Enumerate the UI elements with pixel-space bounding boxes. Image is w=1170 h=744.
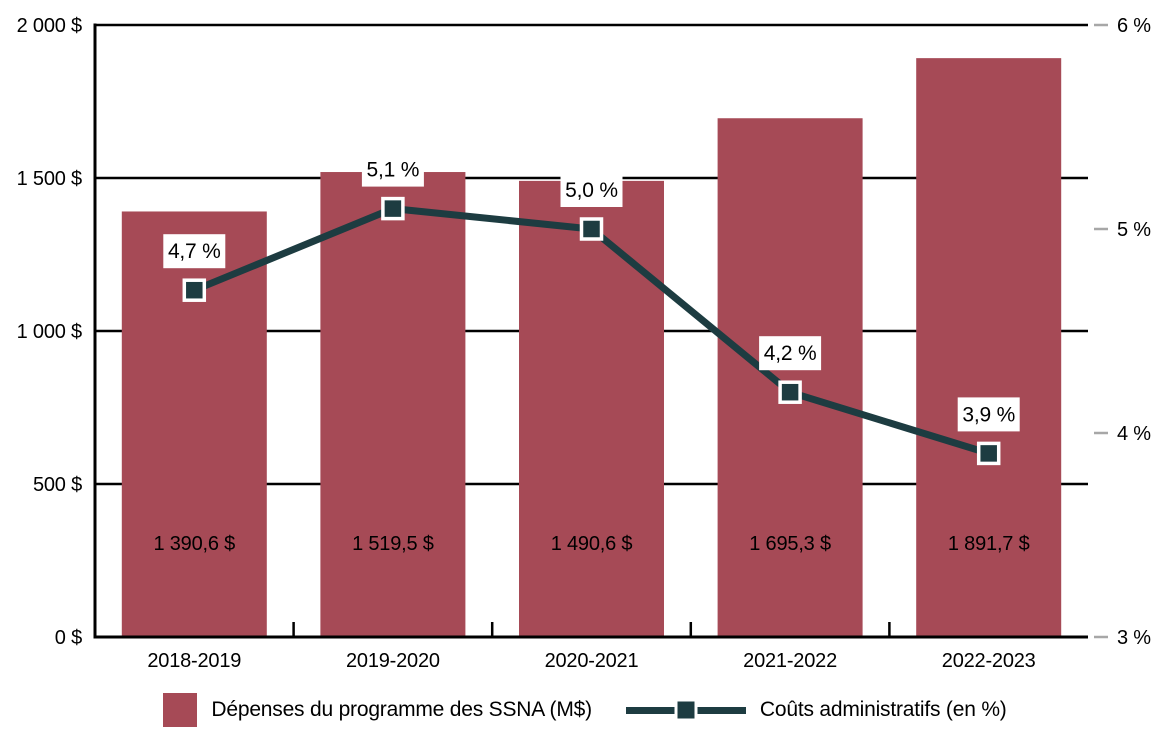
left-axis-tick-label: 2 000 $ xyxy=(17,15,82,37)
bar-value-label: 1 695,3 $ xyxy=(749,533,831,555)
pct-label-box xyxy=(759,336,822,371)
bar-2019-2020 xyxy=(320,172,466,637)
legend-item-bars: Dépenses du programme des SSNA (M$) xyxy=(163,693,592,727)
bar-value-label: 1 390,6 $ xyxy=(153,533,235,555)
x-axis-category-label: 2022-2023 xyxy=(942,650,1036,672)
left-axis-tick-label: 1 500 $ xyxy=(17,168,82,190)
x-axis-category-label: 2018-2019 xyxy=(147,650,241,672)
pct-label: 5,0 % xyxy=(565,179,618,202)
bar-2022-2023 xyxy=(916,58,1062,638)
pct-label-box xyxy=(957,397,1020,432)
x-axis-category-label: 2021-2022 xyxy=(743,650,837,672)
line-marker-icon xyxy=(579,217,604,241)
bar-value-label: 1 519,5 $ xyxy=(352,533,434,555)
legend-line-sample-icon xyxy=(625,698,746,722)
bar-2021-2022 xyxy=(717,118,863,637)
pct-label-box xyxy=(560,173,623,207)
pct-label: 3,9 % xyxy=(962,403,1015,426)
bar-value-label: 1 490,6 $ xyxy=(551,533,633,555)
left-axis-tick-label: 1 000 $ xyxy=(17,321,82,343)
pct-label-box xyxy=(361,152,424,187)
line-marker-icon xyxy=(182,278,207,302)
line-marker-icon xyxy=(976,441,1001,466)
bar-2020-2021 xyxy=(519,180,664,637)
right-axis-tick-label: 5 % xyxy=(1117,219,1151,241)
legend-line-marker-icon xyxy=(674,698,698,722)
right-axis-tick-label: 3 % xyxy=(1117,627,1151,649)
chart-legend: Dépenses du programme des SSNA (M$) Coût… xyxy=(0,687,1170,733)
pct-label: 4,2 % xyxy=(764,342,817,365)
bar-value-label: 1 891,7 $ xyxy=(948,533,1030,555)
pct-label: 5,1 % xyxy=(367,159,420,182)
legend-bar-label: Dépenses du programme des SSNA (M$) xyxy=(211,698,592,721)
right-axis-tick-label: 4 % xyxy=(1117,423,1151,445)
pct-label: 4,7 % xyxy=(168,240,221,263)
legend-bar-swatch-icon xyxy=(163,693,198,727)
line-marker-icon xyxy=(381,196,405,221)
left-axis-tick-label: 0 $ xyxy=(55,627,82,649)
legend-item-line: Coûts administratifs (en %) xyxy=(625,698,1007,722)
legend-line-label: Coûts administratifs (en %) xyxy=(759,698,1007,721)
right-axis-tick-label: 6 % xyxy=(1117,15,1151,37)
line-marker-icon xyxy=(778,380,802,404)
left-axis-tick-label: 500 $ xyxy=(33,474,82,496)
x-axis-category-label: 2019-2020 xyxy=(346,650,440,672)
pct-label-box xyxy=(163,234,226,269)
x-axis-category-label: 2020-2021 xyxy=(545,650,639,672)
bar-2018-2019 xyxy=(121,211,267,638)
